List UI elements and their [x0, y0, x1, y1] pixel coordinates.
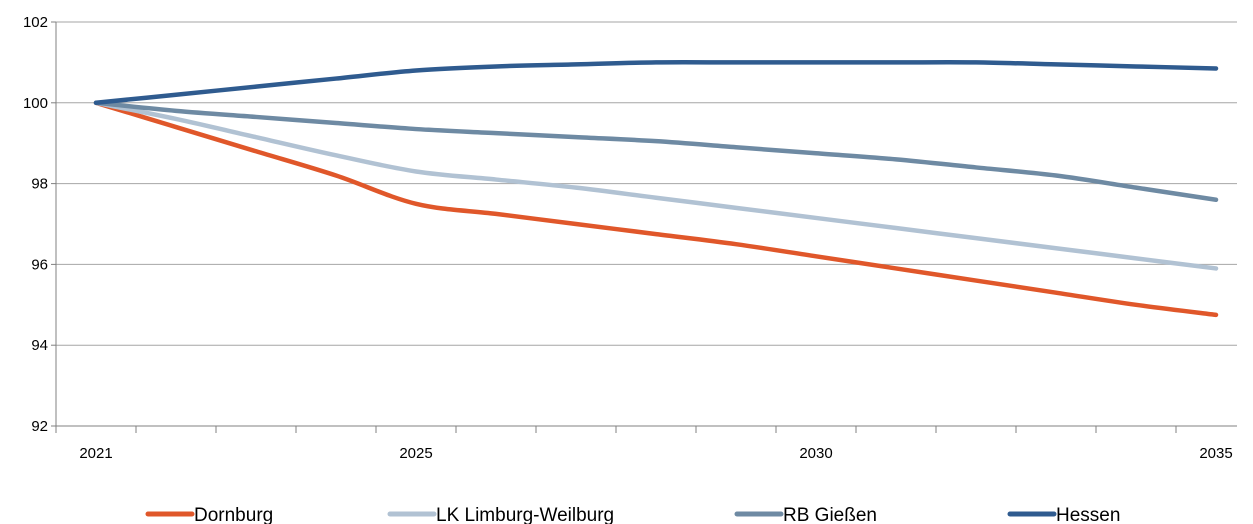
legend-label-lk-limburg-weilburg: LK Limburg-Weilburg: [436, 505, 614, 524]
plot-area: [93, 60, 1219, 318]
x-tick-label: 2035: [1199, 445, 1232, 462]
legend-label-hessen: Hessen: [1056, 505, 1120, 524]
y-tick-label: 98: [31, 176, 48, 193]
legend-label-dornburg: Dornburg: [194, 505, 273, 524]
x-tick-label: 2030: [799, 445, 832, 462]
legend: Dornburg LK Limburg-Weilburg RB Gießen Hess…: [145, 505, 1120, 524]
y-tick-label: 96: [31, 256, 48, 273]
grid-lines: [56, 21, 1237, 427]
series-line-lk-limburg-weilburg: [93, 100, 1219, 271]
series-line-hessen: [93, 60, 1219, 106]
x-tick-label: 2025: [399, 445, 432, 462]
y-tick-label: 102: [23, 14, 48, 31]
series-line-dornburg: [93, 100, 1219, 318]
y-tick-label: 94: [31, 337, 48, 354]
axes: 92 94 96 98 100 102 2021 2025 2030 2035: [23, 14, 1237, 462]
y-tick-label: 100: [23, 95, 48, 112]
legend-label-rb-gie-en: RB Gießen: [783, 505, 877, 524]
x-tick-label: 2021: [79, 445, 112, 462]
series-line-rb-gie-en: [93, 100, 1219, 203]
y-tick-label: 92: [31, 418, 48, 435]
